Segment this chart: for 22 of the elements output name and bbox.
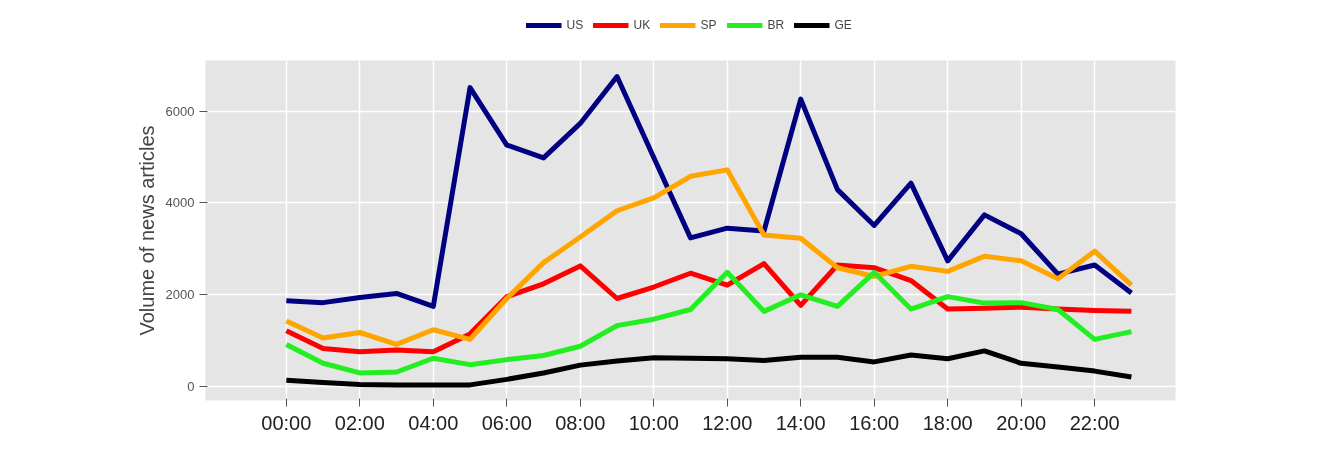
x-tick-label: 08:00 xyxy=(555,411,606,434)
x-tick-label: 14:00 xyxy=(775,411,826,434)
y-tick-label: 4000 xyxy=(165,195,195,211)
x-tick-label: 04:00 xyxy=(408,411,459,434)
y-tick-label: 6000 xyxy=(165,103,195,119)
x-tick-label: 12:00 xyxy=(702,411,753,434)
legend-label: BR xyxy=(767,18,786,32)
y-tick-label: 2000 xyxy=(165,287,195,303)
x-tick-label: 18:00 xyxy=(922,411,973,434)
legend-label: US xyxy=(566,18,585,32)
legend-label: SP xyxy=(700,18,718,32)
x-tick-label: 02:00 xyxy=(334,411,385,434)
x-tick-label: 22:00 xyxy=(1069,411,1120,434)
x-tick-label: 20:00 xyxy=(996,411,1047,434)
legend-label: GE xyxy=(834,18,853,32)
x-tick-label: 16:00 xyxy=(849,411,900,434)
y-axis-title: Volume of news articles xyxy=(135,125,158,336)
x-tick-label: 10:00 xyxy=(628,411,679,434)
x-tick-label: 06:00 xyxy=(481,411,532,434)
legend-label: UK xyxy=(633,18,652,32)
x-tick-label: 00:00 xyxy=(261,411,312,434)
y-tick-label: 0 xyxy=(187,379,195,395)
